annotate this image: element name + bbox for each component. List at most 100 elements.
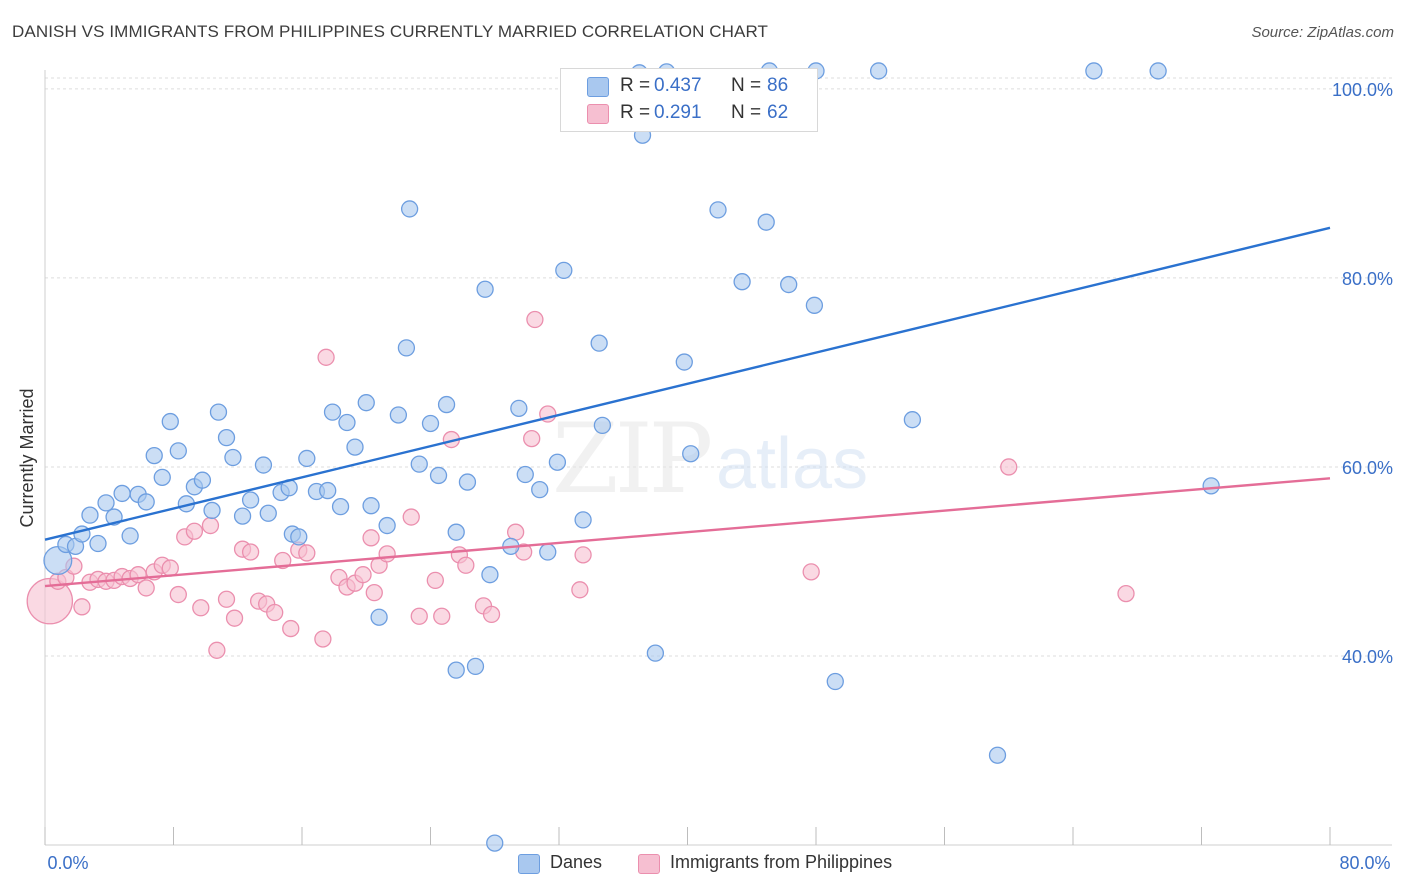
philippines-point xyxy=(523,429,541,448)
danes-point xyxy=(193,471,212,489)
danes-point xyxy=(378,516,396,535)
y-tick-label: 100.0% xyxy=(1332,80,1393,100)
philippines-point xyxy=(217,590,236,608)
danes-point xyxy=(241,491,260,509)
danes-point xyxy=(357,394,375,412)
danes-point xyxy=(458,473,477,491)
danes-point xyxy=(346,438,364,456)
y-axis-label: Currently Married xyxy=(17,388,37,527)
n-label: N = xyxy=(731,75,762,96)
danes-point xyxy=(593,416,612,435)
danes-point xyxy=(1085,62,1103,80)
danes-point xyxy=(590,334,608,352)
danes-point xyxy=(421,414,440,433)
philippines-point xyxy=(365,584,383,602)
philippines-point xyxy=(282,619,300,638)
philippines-swatch xyxy=(587,104,609,124)
danes-point xyxy=(97,494,115,512)
philippines-point xyxy=(208,641,226,659)
r-label: R = xyxy=(620,75,651,96)
danes-point xyxy=(203,501,221,520)
danes-point xyxy=(481,566,499,584)
philippines-point xyxy=(426,571,444,590)
danes-point xyxy=(510,399,528,418)
philippines-legend-swatch xyxy=(638,854,660,874)
danes-point xyxy=(89,534,107,553)
philippines-point xyxy=(378,545,396,563)
legend-label-danes: Danes xyxy=(550,852,603,872)
danes-point xyxy=(437,395,456,414)
philippines-point xyxy=(314,630,332,648)
danes-point xyxy=(319,481,337,500)
danes-point xyxy=(113,484,131,503)
danes-point xyxy=(121,527,139,545)
danes-point xyxy=(137,493,155,511)
danes-point xyxy=(805,296,824,314)
danes-point xyxy=(259,504,277,522)
danes-point xyxy=(161,412,179,431)
danes-point xyxy=(466,657,485,676)
philippines-point xyxy=(362,529,380,547)
philippines-point xyxy=(274,551,292,570)
danes-point xyxy=(486,834,504,852)
watermark: ZIP atlas xyxy=(552,403,868,515)
danes-point xyxy=(682,445,700,463)
danes-point xyxy=(169,442,187,460)
danes-point xyxy=(757,213,775,231)
philippines-point xyxy=(433,607,451,625)
danes-point xyxy=(224,448,242,467)
danes-point xyxy=(410,455,428,473)
danes-point xyxy=(447,523,465,541)
danes-point xyxy=(869,62,888,80)
danes-trend-line xyxy=(44,226,1331,541)
danes-point xyxy=(903,411,922,429)
y-tick-label: 40.0% xyxy=(1342,647,1393,667)
philippines-point xyxy=(169,585,187,604)
danes-point xyxy=(548,453,567,471)
philippines-point xyxy=(482,605,501,624)
danes-point xyxy=(709,201,727,219)
x-tick-label: 0.0% xyxy=(47,853,88,873)
danes-point xyxy=(338,413,356,432)
danes-point xyxy=(675,353,693,371)
philippines-point xyxy=(317,348,335,366)
philippines-point xyxy=(266,603,284,622)
axes xyxy=(44,70,1392,846)
r-value: 0.437 xyxy=(654,75,702,96)
philippines-point xyxy=(571,581,589,599)
chart-title: DANISH VS IMMIGRANTS FROM PHILIPPINES CU… xyxy=(12,22,769,41)
danes-point xyxy=(531,480,549,499)
y-tick-label: 60.0% xyxy=(1342,458,1393,478)
philippines-point xyxy=(354,566,372,584)
philippines-trend-line xyxy=(44,477,1331,588)
danes-point xyxy=(447,661,465,679)
danes-point xyxy=(1202,477,1220,495)
stats-legend: R = 0.437 N = 86 R = 0.291 N = 62 xyxy=(560,68,818,132)
danes-swatch xyxy=(587,77,609,97)
philippines-point xyxy=(73,598,91,616)
danes-point xyxy=(400,200,419,218)
danes-point xyxy=(646,644,665,662)
danes-legend-swatch xyxy=(518,854,540,874)
danes-point xyxy=(362,497,380,515)
philippines-point xyxy=(402,508,420,526)
philippines-point xyxy=(137,579,155,597)
danes-point xyxy=(429,466,448,485)
philippines-point xyxy=(192,599,210,617)
danes-point xyxy=(555,261,573,280)
danes-point xyxy=(81,506,99,524)
danes-point xyxy=(1149,62,1167,80)
danes-point xyxy=(209,403,228,421)
data-points xyxy=(26,62,1220,852)
philippines-point xyxy=(201,516,220,535)
n-value: 86 xyxy=(767,75,789,96)
danes-point xyxy=(476,280,494,298)
danes-point xyxy=(780,275,798,294)
source-credit: Source: ZipAtlas.com xyxy=(1251,24,1394,41)
danes-point xyxy=(331,497,350,516)
danes-point xyxy=(539,543,557,561)
danes-point xyxy=(370,608,388,626)
x-tick-label: 80.0% xyxy=(1339,853,1390,873)
legend-label-philippines: Immigrants from Philippines xyxy=(670,852,893,872)
